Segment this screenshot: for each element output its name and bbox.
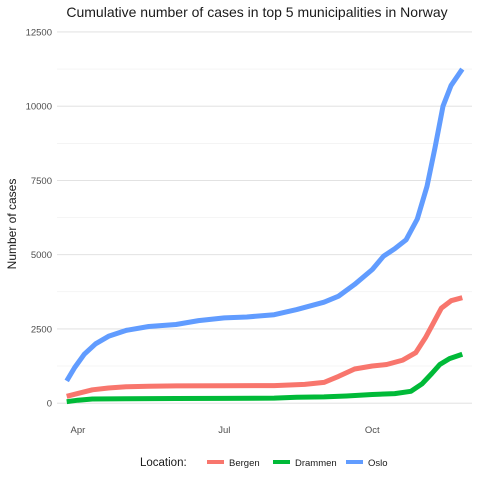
legend-title: Location: [140, 457, 187, 469]
y-tick-label: 2500 [31, 324, 52, 335]
x-tick-label: Oct [365, 425, 380, 436]
series-line-drammen [66, 351, 464, 405]
legend-item-oslo: Oslo [346, 458, 388, 469]
series-line-bergen [66, 295, 463, 399]
y-tick-label: 12500 [26, 27, 52, 38]
legend-item-drammen: Drammen [273, 458, 337, 469]
legend-label-oslo: Oslo [368, 458, 388, 469]
y-tick-label: 10000 [26, 102, 52, 113]
series-line-oslo [64, 67, 465, 383]
legend-item-bergen: Bergen [207, 458, 260, 469]
x-tick-label: Jul [218, 425, 230, 436]
legend: Location: Bergen Drammen Oslo [140, 457, 388, 469]
chart-title: Cumulative number of cases in top 5 muni… [66, 4, 447, 20]
legend-label-bergen: Bergen [229, 458, 260, 469]
y-tick-label: 0 [47, 399, 52, 410]
y-axis-title: Number of cases [5, 179, 19, 270]
x-tick-label: Apr [71, 425, 86, 436]
series-layer [64, 67, 465, 405]
y-axis: 0 2500 5000 7500 10000 12500 [26, 27, 52, 409]
y-tick-label: 5000 [31, 250, 52, 261]
grid [57, 31, 472, 404]
legend-label-drammen: Drammen [295, 458, 337, 469]
x-axis: Apr Jul Oct [71, 425, 381, 436]
y-tick-label: 7500 [31, 176, 52, 187]
